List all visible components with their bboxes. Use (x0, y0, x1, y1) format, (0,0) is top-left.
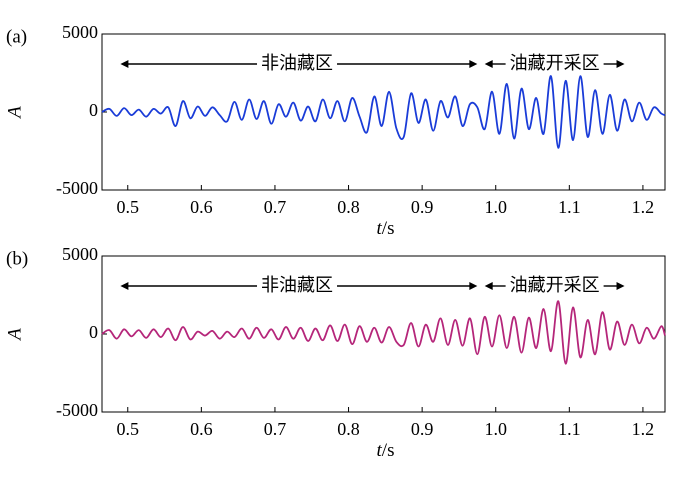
arrowhead-right (616, 282, 625, 290)
x-axis-label-unit: /s (382, 440, 395, 461)
x-tick-label: 1.2 (632, 197, 655, 217)
x-tick-label: 0.7 (264, 419, 287, 439)
y-tick-label: -5000 (56, 400, 98, 420)
x-tick-label: 1.2 (632, 419, 655, 439)
arrowhead-right (616, 60, 625, 68)
arrowhead-left (120, 60, 129, 68)
x-tick-label: 0.8 (337, 197, 360, 217)
arrowhead-left (120, 282, 129, 290)
x-tick-label: 0.9 (411, 419, 434, 439)
y-tick-label: 5000 (62, 244, 98, 264)
x-axis-label-var: t (377, 218, 383, 239)
panel-a: (a) 5000 0 -5000 A 0.5 0.6 0.7 0.8 0.9 1.0 1.1 1.2 t/… (4, 22, 666, 239)
region-label: 油藏开采区 (510, 275, 600, 296)
x-axis-label-unit: /s (382, 218, 395, 239)
region-label: 非油藏区 (261, 53, 333, 74)
x-tick-label: 0.5 (117, 419, 140, 439)
x-tick-label: 1.0 (484, 197, 507, 217)
arrowhead-right (469, 282, 478, 290)
x-tick-label: 0.9 (411, 197, 434, 217)
x-axis-label: t/s (377, 440, 395, 461)
panel-label: (b) (6, 248, 28, 269)
region-label: 油藏开采区 (510, 53, 600, 74)
x-tick-label: 1.1 (558, 419, 581, 439)
arrowhead-left (484, 282, 493, 290)
arrowhead-right (469, 60, 478, 68)
y-tick-label: 0 (89, 100, 98, 120)
x-tick-label: 0.5 (117, 197, 140, 217)
y-tick-label: -5000 (56, 178, 98, 198)
x-tick-label: 0.7 (264, 197, 287, 217)
x-axis-label: t/s (377, 218, 395, 239)
series-line-0 (101, 300, 666, 365)
arrowhead-left (484, 60, 493, 68)
region-label: 非油藏区 (261, 275, 333, 296)
panel-b: (b) 5000 0 -5000 A 0.5 0.6 0.7 0.8 0.9 1.0 1.1 1.2 t/… (4, 244, 666, 461)
x-tick-label: 1.1 (558, 197, 581, 217)
series-line-0 (101, 75, 666, 149)
x-tick-label: 0.6 (190, 419, 213, 439)
x-tick-label: 0.6 (190, 197, 213, 217)
panel-label: (a) (6, 26, 27, 47)
x-tick-label: 1.0 (484, 419, 507, 439)
y-axis-label: A (4, 328, 25, 342)
x-axis-label-var: t (377, 440, 383, 461)
x-tick-label: 0.8 (337, 419, 360, 439)
y-axis-label: A (4, 106, 25, 120)
y-tick-label: 0 (89, 322, 98, 342)
y-tick-label: 5000 (62, 22, 98, 42)
